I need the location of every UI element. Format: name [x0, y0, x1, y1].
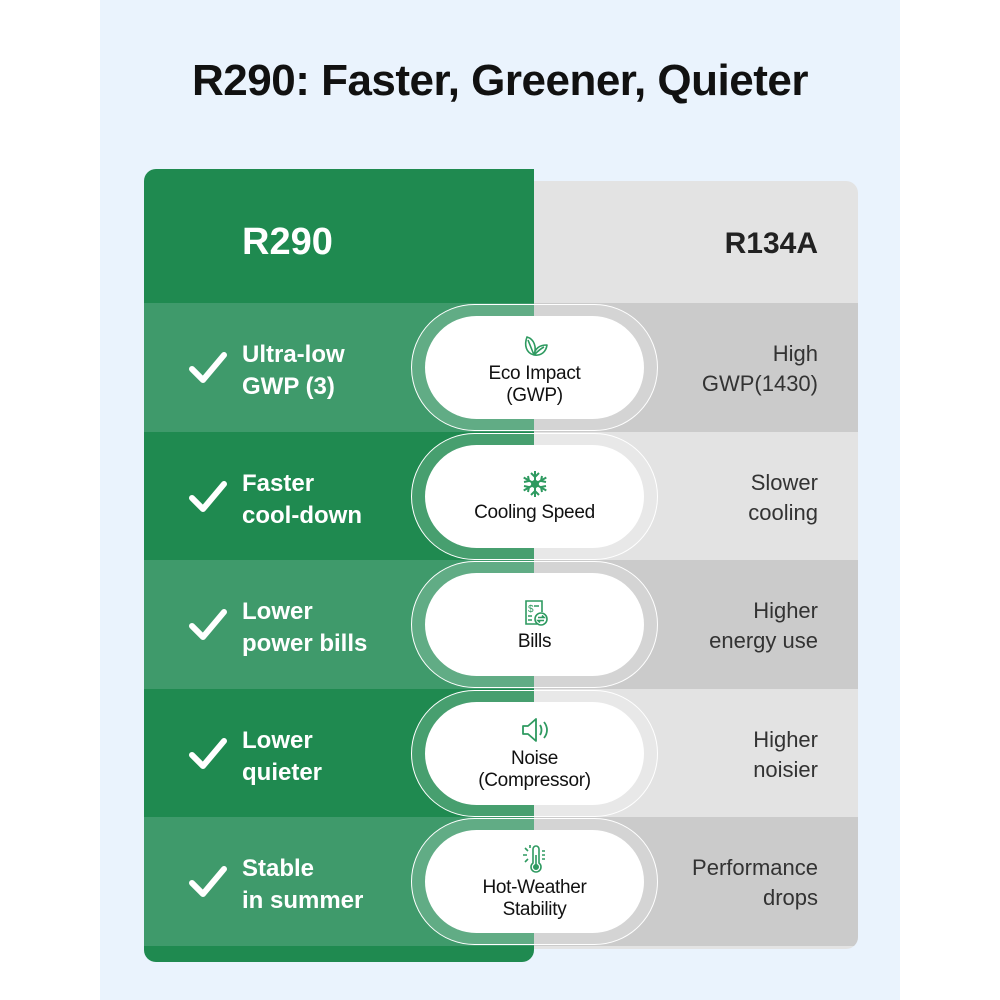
bill-exchange-icon: $ — [524, 599, 548, 626]
check-icon — [189, 609, 227, 640]
r134a-header: R134A — [724, 227, 818, 260]
r134a-value: Performance drops — [692, 855, 818, 910]
snowflake-icon — [522, 471, 547, 497]
category-pill: Noise (Compressor) — [411, 689, 658, 817]
r134a-row: Higher noisier — [534, 689, 858, 818]
r290-value: Faster cool-down — [242, 469, 362, 529]
svg-text:$: $ — [528, 604, 534, 615]
r290-value: Stable in summer — [242, 855, 364, 914]
check-icon — [189, 480, 227, 512]
category-label: Hot-Weather Stability — [482, 876, 587, 920]
category-label: Noise (Compressor) — [478, 748, 591, 791]
category-pill: Eco Impact (GWP) — [411, 304, 658, 431]
category-label: Eco Impact (GWP) — [488, 362, 581, 406]
r134a-value: Higher energy use — [709, 598, 818, 653]
category-pill: $ Bills — [411, 561, 658, 688]
r290-row: Lower quieter — [144, 689, 534, 818]
thermometer-sun-icon — [522, 844, 545, 873]
category-label: Cooling Speed — [474, 502, 595, 523]
r290-value: Lower power bills — [242, 598, 368, 657]
category-label: Bills — [517, 630, 552, 652]
speaker-icon — [521, 718, 548, 742]
leaves-icon — [524, 335, 548, 356]
check-icon — [189, 737, 227, 769]
r134a-row: Slower cooling — [534, 432, 858, 561]
r290-value: Ultra-low GWP (3) — [242, 341, 345, 400]
check-icon — [189, 352, 227, 383]
category-pill: Cooling Speed — [411, 432, 658, 560]
r290-value: Lower quieter — [242, 726, 323, 786]
r290-row: Faster cool-down — [144, 432, 534, 561]
r290-header: R290 — [242, 221, 333, 263]
r134a-value: Higher noisier — [753, 726, 818, 782]
r134a-value: High GWP(1430) — [701, 341, 818, 396]
page-title: R290: Faster, Greener, Quieter — [192, 56, 808, 105]
check-icon — [189, 866, 227, 897]
category-pill: Hot-Weather Stability — [411, 818, 658, 945]
r134a-value: Slower cooling — [748, 469, 818, 525]
